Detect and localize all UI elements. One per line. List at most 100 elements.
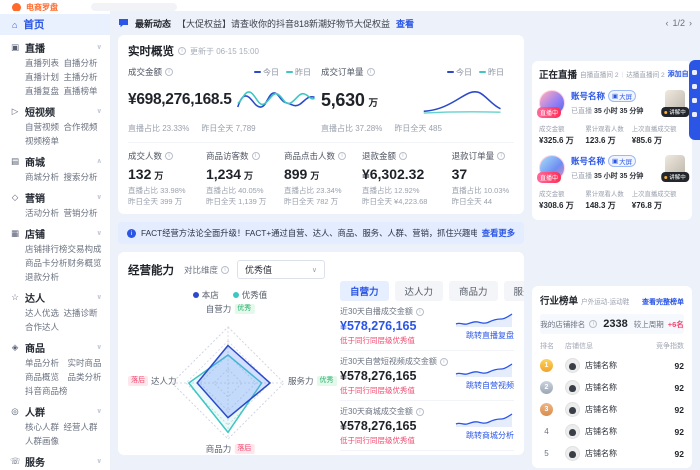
sidebar-subitem[interactable]: 交易构成 [67, 244, 102, 254]
topbar-search-input[interactable] [91, 3, 177, 11]
info-icon[interactable] [415, 307, 424, 316]
info-icon[interactable] [366, 68, 375, 76]
capability-metric-row: 近30天自播成交金额 ¥578,276,165 低于同行同层级优秀值 [340, 301, 514, 351]
main-content: 最新动态 【大促权益】请查收你的抖音818新潮好物节大促权益 查看 ‹ 1/2 … [110, 11, 700, 470]
live-now-card: 正在直播 自播直播间 2 | 达播直播间 2 添加自营账号 直播中 [532, 61, 700, 220]
sidebar-subitem[interactable]: 抖音商品榜 [25, 386, 68, 396]
metric-orders-value: 5,630 [321, 89, 365, 110]
sidebar-subitem[interactable]: 人群画像 [25, 436, 60, 446]
info-icon[interactable] [221, 265, 230, 274]
tab-talent[interactable]: 达人力 [394, 281, 444, 301]
sidebar-subitem[interactable]: 合作达人 [25, 322, 60, 332]
sidebar-group-service-header[interactable]: ☏ 服务 ∨ [10, 455, 102, 469]
info-icon[interactable] [497, 152, 506, 160]
jump-link[interactable]: 跳转直播复盘 [466, 331, 514, 340]
announcement-bar: 最新动态 【大促权益】请查收你的抖音818新潮好物节大促权益 查看 ‹ 1/2 … [118, 14, 692, 32]
table-row[interactable]: 1 店铺名称 92 [540, 358, 684, 373]
sidebar-group-marketing-header[interactable]: ◇ 营销 ∨ [11, 191, 102, 205]
shop-name: 店铺名称 [585, 405, 617, 414]
info-icon[interactable] [589, 320, 598, 328]
sidebar-subitem[interactable]: 单品分析 [25, 358, 60, 368]
info-icon[interactable] [398, 152, 407, 160]
sidebar-subitem[interactable]: 搜索分析 [63, 172, 98, 182]
live-room-item[interactable]: 直播中 账号名称 ▣ 大屏 已直播 35 小时 35 分钟 讲解中 [537, 155, 689, 211]
chevron-down-icon: ∨ [96, 230, 102, 237]
sidebar-subitem[interactable]: 自播分析 [63, 58, 98, 68]
bronze-medal-icon: 3 [540, 403, 553, 416]
sidebar-subitem[interactable]: 自营视频 [25, 122, 60, 132]
sidebar-subitem[interactable]: 品类分析 [67, 372, 102, 382]
sidebar-subitem[interactable]: 达播诊断 [63, 308, 98, 318]
info-icon[interactable] [178, 47, 186, 55]
account-name: 账号名称 [571, 156, 606, 166]
table-row[interactable]: 4 店铺名称 92 [540, 424, 684, 439]
jump-link[interactable]: 跳转商城分析 [466, 431, 514, 440]
sidebar-subitem[interactable]: 实时商品 [67, 358, 102, 368]
full-ranking-link[interactable]: 查看完整榜单 [642, 299, 684, 306]
sidebar-item-home[interactable]: ⌂ 首页 [0, 14, 110, 35]
sidebar-subitem[interactable]: 经营人群 [63, 422, 98, 432]
floating-toolbar-icon[interactable] [692, 112, 697, 117]
tab-self-broadcast[interactable]: 自营力 [340, 281, 389, 301]
sidebar-subitem[interactable]: 直播复盘 [25, 86, 60, 96]
big-screen-button[interactable]: ▣ 大屏 [608, 155, 637, 167]
info-icon[interactable] [165, 68, 174, 76]
metric-orders-label: 成交订单量 [321, 67, 364, 77]
tab-product[interactable]: 商品力 [449, 281, 498, 301]
sidebar-subitem[interactable]: 退款分析 [25, 272, 60, 282]
legend-benchmark-swatch [232, 292, 239, 298]
app-logo-icon [12, 3, 21, 12]
sidebar-group-video-header[interactable]: ▷ 短视频 ∨ [11, 105, 102, 119]
metric-orders-yesterday: 485 [428, 124, 442, 133]
info-icon[interactable] [165, 152, 174, 160]
sidebar-subitem[interactable]: 直播榜单 [63, 86, 98, 96]
floating-toolbar-icon[interactable] [692, 70, 697, 75]
sidebar-subitem[interactable]: 合作视频 [63, 122, 98, 132]
sidebar-subitem[interactable]: 视频榜单 [25, 136, 60, 146]
info-icon[interactable] [415, 407, 424, 416]
add-account-link[interactable]: 添加自营账号 [667, 71, 700, 78]
sidebar-group-mall-header[interactable]: ▤ 商城 ∧ [10, 155, 102, 169]
sidebar-group-video: ▷ 短视频 ∨ 自营视频 合作视频 视频榜单 [0, 99, 110, 149]
sidebar-subitem[interactable]: 店铺排行榜 [25, 244, 68, 254]
sidebar-group-shop-header[interactable]: ▦ 店铺 ∨ [10, 227, 102, 241]
competition-score: 92 [674, 426, 684, 437]
sidebar-subitem[interactable]: 商城分析 [25, 172, 60, 182]
compare-dimension-select[interactable]: 优秀值 ∨ [237, 260, 326, 279]
sidebar-group-talent-header[interactable]: ☆ 达人 ∨ [11, 291, 102, 305]
sidebar-subitem[interactable]: 营销分析 [63, 208, 98, 218]
pager-prev-icon[interactable]: ‹ [665, 18, 669, 28]
sidebar-group-mall: ▤ 商城 ∧ 商城分析 搜索分析 [0, 149, 110, 185]
sidebar-group-audience-header[interactable]: ◎ 人群 ∨ [11, 405, 102, 419]
jump-link[interactable]: 跳转自营视频 [466, 381, 514, 390]
info-icon[interactable] [439, 357, 448, 366]
tab-service[interactable]: 服务力 [503, 281, 524, 301]
floating-toolbar[interactable] [689, 60, 700, 140]
table-row[interactable]: 5 店铺名称 92 [540, 446, 684, 461]
sidebar-subitem[interactable]: 活动分析 [25, 208, 60, 218]
sidebar-subitem[interactable]: 直播计划 [25, 72, 60, 82]
floating-toolbar-icon[interactable] [692, 98, 697, 103]
explaining-badge: 讲解中 [661, 107, 689, 117]
fact-banner-more-link[interactable]: 查看更多 [481, 228, 515, 238]
announcement-view-link[interactable]: 查看 [396, 18, 415, 29]
table-row[interactable]: 3 店铺名称 92 [540, 402, 684, 417]
floating-toolbar-icon[interactable] [692, 84, 697, 89]
sidebar-subitem[interactable]: 核心人群 [25, 422, 60, 432]
sidebar-subitem[interactable]: 直播列表 [25, 58, 60, 68]
big-screen-button[interactable]: ▣ 大屏 [608, 90, 637, 102]
sidebar-subitem[interactable]: 达人优选 [25, 308, 60, 318]
sidebar-group-product-header[interactable]: ◈ 商品 ∨ [11, 341, 102, 355]
sidebar-subitem[interactable]: 商品卡分析 [25, 258, 68, 268]
pager-next-icon[interactable]: › [689, 18, 692, 28]
info-icon[interactable] [337, 152, 346, 160]
live-room-item[interactable]: 直播中 账号名称 ▣ 大屏 已直播 35 小时 35 分钟 讲解中 [537, 90, 689, 146]
explaining-product-thumb[interactable]: 讲解中 [661, 155, 689, 182]
sidebar-subitem[interactable]: 商品概览 [25, 372, 60, 382]
info-icon[interactable] [251, 152, 260, 160]
sidebar-subitem[interactable]: 财务概览 [67, 258, 102, 268]
table-row[interactable]: 2 店铺名称 92 [540, 380, 684, 395]
explaining-product-thumb[interactable]: 讲解中 [661, 90, 689, 117]
sidebar-subitem[interactable]: 主播分析 [63, 72, 98, 82]
sidebar-group-live-header[interactable]: ▣ 直播 ∨ [10, 41, 102, 55]
